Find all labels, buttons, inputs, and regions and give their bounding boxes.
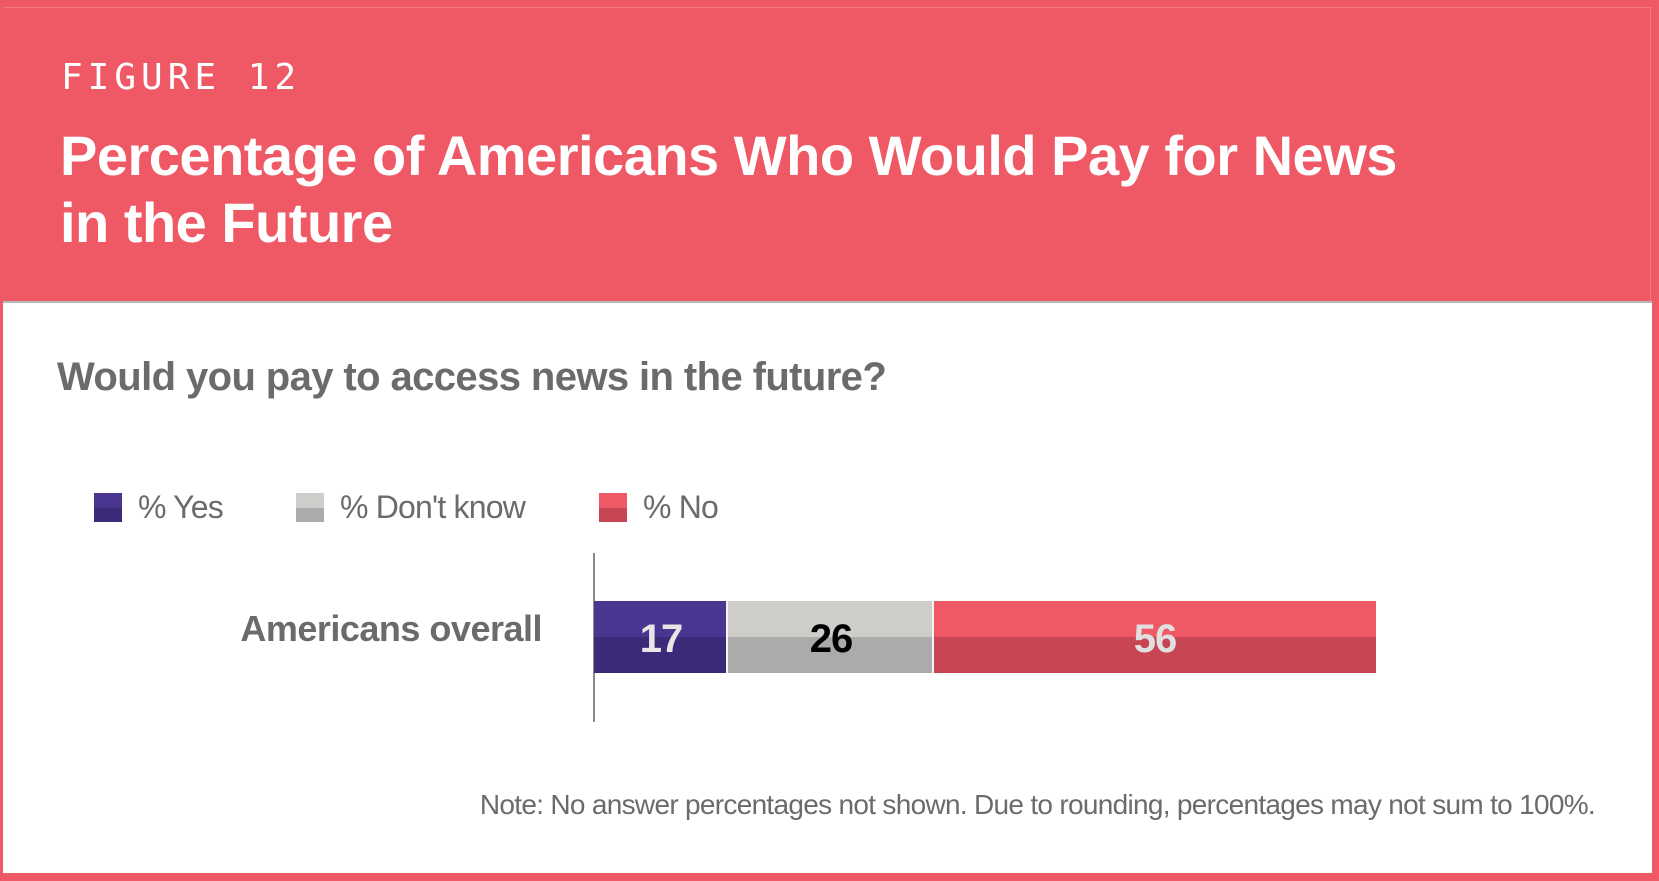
bar-value-label-no: 56: [1133, 616, 1178, 661]
bar-segment-yes: 17: [594, 601, 728, 673]
legend-label-yes: % Yes: [138, 489, 224, 525]
legend-label-no: % No: [643, 489, 719, 525]
bar-segment-dont-know: 26: [728, 601, 934, 673]
legend-label-dont-know: % Don't know: [340, 489, 526, 525]
chart-panel: [3, 301, 1652, 873]
bar-value-label-dont-know: 26: [809, 616, 854, 661]
legend-swatch-no: [599, 493, 627, 522]
bar-value-label-yes: 17: [639, 616, 684, 661]
chart-question: Would you pay to access news in the futu…: [57, 355, 887, 399]
chart-note: Note: No answer percentages not shown. D…: [479, 789, 1596, 820]
legend-swatch-dont-know: [296, 493, 324, 522]
legend-swatch-yes: [94, 493, 122, 522]
header-border: [3, 7, 1651, 301]
category-label: Americans overall: [240, 608, 542, 649]
bar-segment-no: 56: [934, 601, 1376, 673]
figure-title: Percentage of Americans Who Would Pay fo…: [60, 124, 1397, 254]
figure-label: FIGURE 12: [61, 57, 302, 98]
